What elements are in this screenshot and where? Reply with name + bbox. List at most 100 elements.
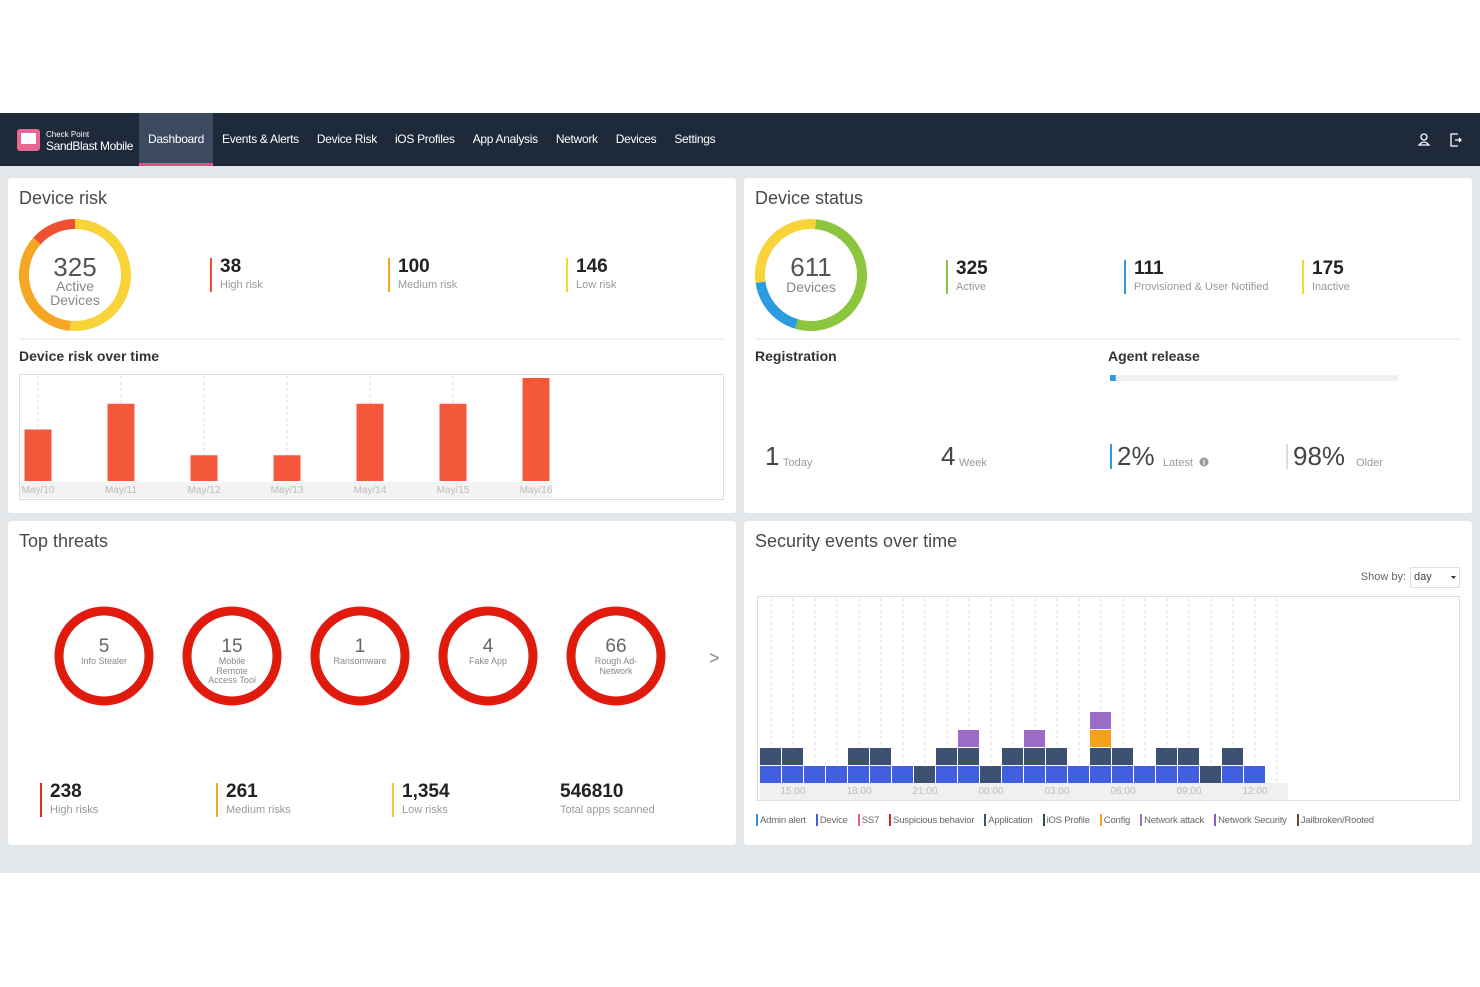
threat-ring	[54, 606, 154, 706]
release-bar	[1286, 444, 1288, 469]
bar	[522, 378, 550, 481]
legend: Admin alert Device SS7 Suspicious behavior A…	[756, 814, 1374, 826]
event-bar	[1002, 766, 1023, 783]
threat-count: 4	[482, 636, 494, 657]
stat-value: 38	[220, 256, 242, 277]
threat-count: 15	[221, 636, 243, 657]
event-bar	[980, 766, 1001, 783]
x-tick-label: 18:00	[846, 786, 872, 797]
panel-title: Device risk	[19, 188, 108, 208]
stat-bar	[216, 783, 218, 817]
legend-item: Suspicious behavior	[889, 814, 974, 826]
device-status-panel	[744, 178, 1472, 513]
nav-item[interactable]: Dashboard	[139, 113, 214, 166]
threat-ring	[182, 606, 282, 706]
chart-frame	[19, 374, 724, 500]
threat-label: Rough Ad-Network	[594, 656, 638, 676]
event-bar	[1112, 766, 1133, 783]
stat-bar	[40, 783, 42, 817]
stat-bar	[1302, 260, 1304, 294]
brand-top: Check Point	[46, 130, 90, 139]
stat-label: Low risks	[402, 804, 448, 816]
stat-value: 146	[576, 256, 608, 277]
bar	[107, 403, 135, 481]
event-bar	[1090, 712, 1111, 729]
event-bar	[870, 766, 891, 783]
registration-label: Week	[959, 457, 987, 469]
legend-label: Application	[988, 814, 1033, 826]
panel-title: Security events over time	[755, 531, 958, 551]
legend-item: Admin alert	[756, 814, 806, 826]
event-bar	[760, 748, 781, 765]
stat-value: 1,354	[402, 781, 450, 802]
stat-label: Active	[956, 281, 986, 293]
threat-ring	[310, 606, 410, 706]
x-tick-label: May/13	[270, 485, 304, 496]
nav-item[interactable]: Network	[555, 132, 598, 146]
nav-item[interactable]: Events & Alerts	[222, 132, 299, 146]
stat-label: High risk	[220, 279, 263, 291]
registration-value: 1	[765, 441, 780, 471]
donut-segment	[19, 237, 72, 331]
nav-item[interactable]: Settings	[674, 132, 716, 146]
legend-swatch	[815, 814, 818, 826]
event-bar	[1068, 766, 1089, 783]
threat-count: 5	[98, 636, 110, 657]
legend-swatch	[1140, 814, 1143, 826]
top-threats-panel	[8, 521, 736, 845]
donut-label: Devices	[786, 279, 836, 295]
threat-ring	[566, 606, 666, 706]
nav-item[interactable]: iOS Profiles	[394, 132, 455, 146]
donut-label: Active Devices	[50, 278, 100, 308]
nav-item[interactable]: Devices	[615, 132, 657, 146]
event-bar	[1200, 766, 1221, 783]
threat-label: Ransomware	[333, 656, 387, 666]
event-bar	[760, 766, 781, 783]
stat-label: Total apps scanned	[560, 804, 655, 816]
stat-value: 325	[956, 258, 988, 279]
event-bar	[1024, 730, 1045, 747]
event-bar	[782, 766, 803, 783]
event-bar	[1244, 766, 1265, 783]
release-bar	[1110, 444, 1112, 469]
event-bar	[1178, 766, 1199, 783]
bar	[190, 455, 218, 481]
stat-bar	[946, 260, 948, 294]
x-axis-band	[760, 783, 1288, 800]
legend-item: Network Security	[1214, 814, 1287, 826]
event-bar	[1134, 766, 1155, 783]
logout-icon	[1450, 133, 1462, 147]
x-tick-label: 09:00	[1176, 786, 1202, 797]
legend-item: Network attack	[1140, 814, 1204, 826]
release-label: Latest	[1163, 457, 1193, 469]
panel-title: Device status	[755, 188, 864, 208]
stat-label: Provisioned & User Notified	[1134, 281, 1269, 293]
event-bar	[1002, 748, 1023, 765]
event-bar	[958, 766, 979, 783]
stat-label: Medium risks	[226, 804, 291, 816]
threat-label: Fake App	[468, 656, 508, 666]
next-arrow[interactable]: >	[709, 648, 720, 668]
threat-label: Info Stealer	[80, 656, 128, 666]
x-tick-label: May/12	[187, 485, 221, 496]
event-bar	[1046, 748, 1067, 765]
nav-item[interactable]: App Analysis	[472, 132, 538, 146]
event-bar	[1090, 748, 1111, 765]
section-title: Registration	[755, 348, 837, 364]
event-bar	[826, 766, 847, 783]
event-bar	[804, 766, 825, 783]
bar	[356, 403, 384, 481]
legend-label: Device	[819, 814, 848, 826]
legend-item: Device	[815, 814, 848, 826]
stat-value: 546810	[560, 781, 624, 802]
nav-item[interactable]: Device Risk	[316, 132, 377, 146]
stat-bar	[210, 258, 212, 292]
release-value: 2%	[1117, 441, 1155, 471]
progress-fill	[1110, 375, 1116, 381]
legend-label: Jailbroken/Rooted	[1300, 814, 1374, 826]
event-bar	[1024, 748, 1045, 765]
show-by-label: Show by:	[1360, 571, 1406, 583]
show-by-select[interactable]: day	[1410, 567, 1460, 588]
